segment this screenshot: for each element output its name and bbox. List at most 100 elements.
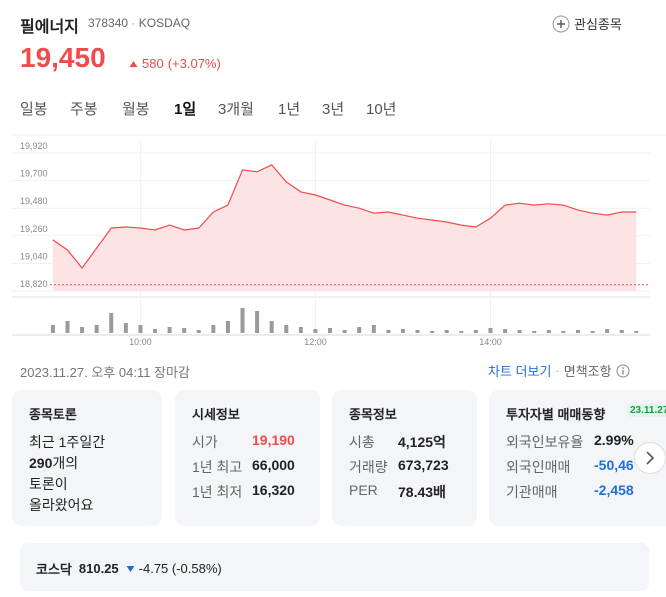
volume-bar [211,325,216,333]
down-arrow [126,565,135,572]
discussion-count-suffix: 개의 [52,455,79,471]
change-line: 580 (+3.07%) [129,56,221,71]
x-tick-label: 12:00 [304,337,327,347]
index-value: 810.25 [78,561,119,576]
volume-bar [619,330,624,333]
discussion-count-line: 290개의 [29,453,78,473]
row-value: 66,000 [252,457,295,473]
row-label: 기관매매 [506,484,558,500]
disclaimer-link[interactable]: 면책조항 [563,364,612,379]
plus-icon [552,15,570,32]
separator: · [555,363,560,378]
index-bar[interactable]: 코스닥 810.25 -4.75 (-0.58%) [20,543,649,591]
card-title: 종목정보 [349,407,397,422]
date-badge: 23.11.27 [627,404,666,417]
volume-bar [546,330,551,333]
row-label: PER [349,482,378,498]
volume-bar [430,331,435,333]
volume-bar [269,321,274,333]
row-label: 외국인매매 [506,459,571,475]
row-value: -2,458 [594,482,634,498]
stock-code-line: 378340 · KOSDAQ [88,16,190,30]
row-value: 16,320 [252,482,295,498]
stock-name: 필에너지 [20,19,79,36]
volume-bar [415,330,420,333]
row-label: 1년 최고 [192,459,243,475]
timestamp: 2023.11.27. 오후 04:11 장마감 [20,365,190,380]
chart: 18,820 19,040 19,260 19,480 19,700 19,920 10:0… [12,134,666,347]
volume-bar [182,328,187,333]
price-line [52,164,637,269]
volume-bar [342,330,347,333]
discussion-count: 290 [29,455,53,471]
row-value: 4,125억 [398,434,446,450]
volume-bar [94,325,99,333]
tab[interactable]: 월봉 [122,101,150,118]
volume-bar [400,329,405,333]
y-tick-label: 19,040 [20,251,48,261]
tab[interactable]: 1년 [278,101,301,118]
volume-bar [138,325,143,333]
card-title: 투자자별 매매동향 [506,407,606,422]
more-link[interactable]: 차트 더보기 [488,364,552,379]
separator: · [131,16,136,30]
row-value: 673,723 [398,457,449,473]
volume-bar [313,329,318,333]
tab[interactable]: 주봉 [70,101,98,118]
y-tick-label: 19,260 [20,224,48,234]
volume-bar [167,327,172,333]
up-arrow [129,60,138,67]
volume-bar [284,325,289,333]
volume-bar [109,313,114,333]
discussion-line: 토론이 [29,476,68,492]
info-icon [616,364,630,377]
volume-bar [371,325,376,333]
row-label: 시가 [192,434,218,450]
x-tick-label: 14:00 [479,337,502,347]
volume-bar [123,323,128,333]
volume-bar [298,327,303,333]
info-card[interactable]: 종목토론 최근 1주일간 290개의 토론이 올라왔어요 [12,390,162,526]
row-label: 외국인보유율 [506,434,584,450]
volume-bar [532,331,537,333]
y-tick-label: 19,920 [20,141,48,151]
price: 19,450 [20,42,106,73]
tab[interactable]: 일봉 [20,101,48,118]
tab[interactable]: 3개월 [218,101,254,118]
watch-label: 관심종목 [574,17,622,32]
change-pct: (+3.07%) [167,56,221,71]
volume-bar [240,308,245,333]
volume-bar [255,311,260,333]
volume-bar [590,331,595,333]
volume-bar [575,330,580,333]
volume-bar [196,330,201,333]
tab[interactable]: 1일 [174,101,197,118]
watch-button[interactable]: 관심종목 [552,14,622,33]
volume-bar [50,325,55,333]
discussion-line: 올라왔어요 [29,497,94,513]
volume-bar [65,321,70,333]
info-card[interactable]: 종목정보 시총 4,125억 거래량 673,723 PER 78.43배 [332,390,477,526]
y-tick-label: 19,480 [20,196,48,206]
volume-bar [634,331,639,333]
volume-bar [386,330,391,333]
tab[interactable]: 3년 [322,101,345,118]
volume-bar [153,329,158,333]
volume-bar [517,330,522,333]
next-button[interactable] [633,441,666,475]
volume-bar [605,329,610,333]
stock-code: 378340 [88,16,129,30]
volume-bar [225,321,230,333]
row-value: 78.43배 [398,484,446,500]
tab[interactable]: 10년 [366,101,397,118]
volume-bar [459,331,464,333]
chart-links: 차트 더보기 · 면책조항 [488,361,630,380]
volume-bar [444,330,449,333]
info-card[interactable]: 시세정보 시가 19,190 1년 최고 66,000 1년 최저 16,320 [175,390,320,526]
index-line: 코스닥 810.25 -4.75 (-0.58%) [36,559,222,578]
change: 580 [142,56,164,71]
index-change: -4.75 (-0.58%) [138,561,222,576]
volume-bar [328,328,333,333]
row-label: 1년 최저 [192,484,243,500]
